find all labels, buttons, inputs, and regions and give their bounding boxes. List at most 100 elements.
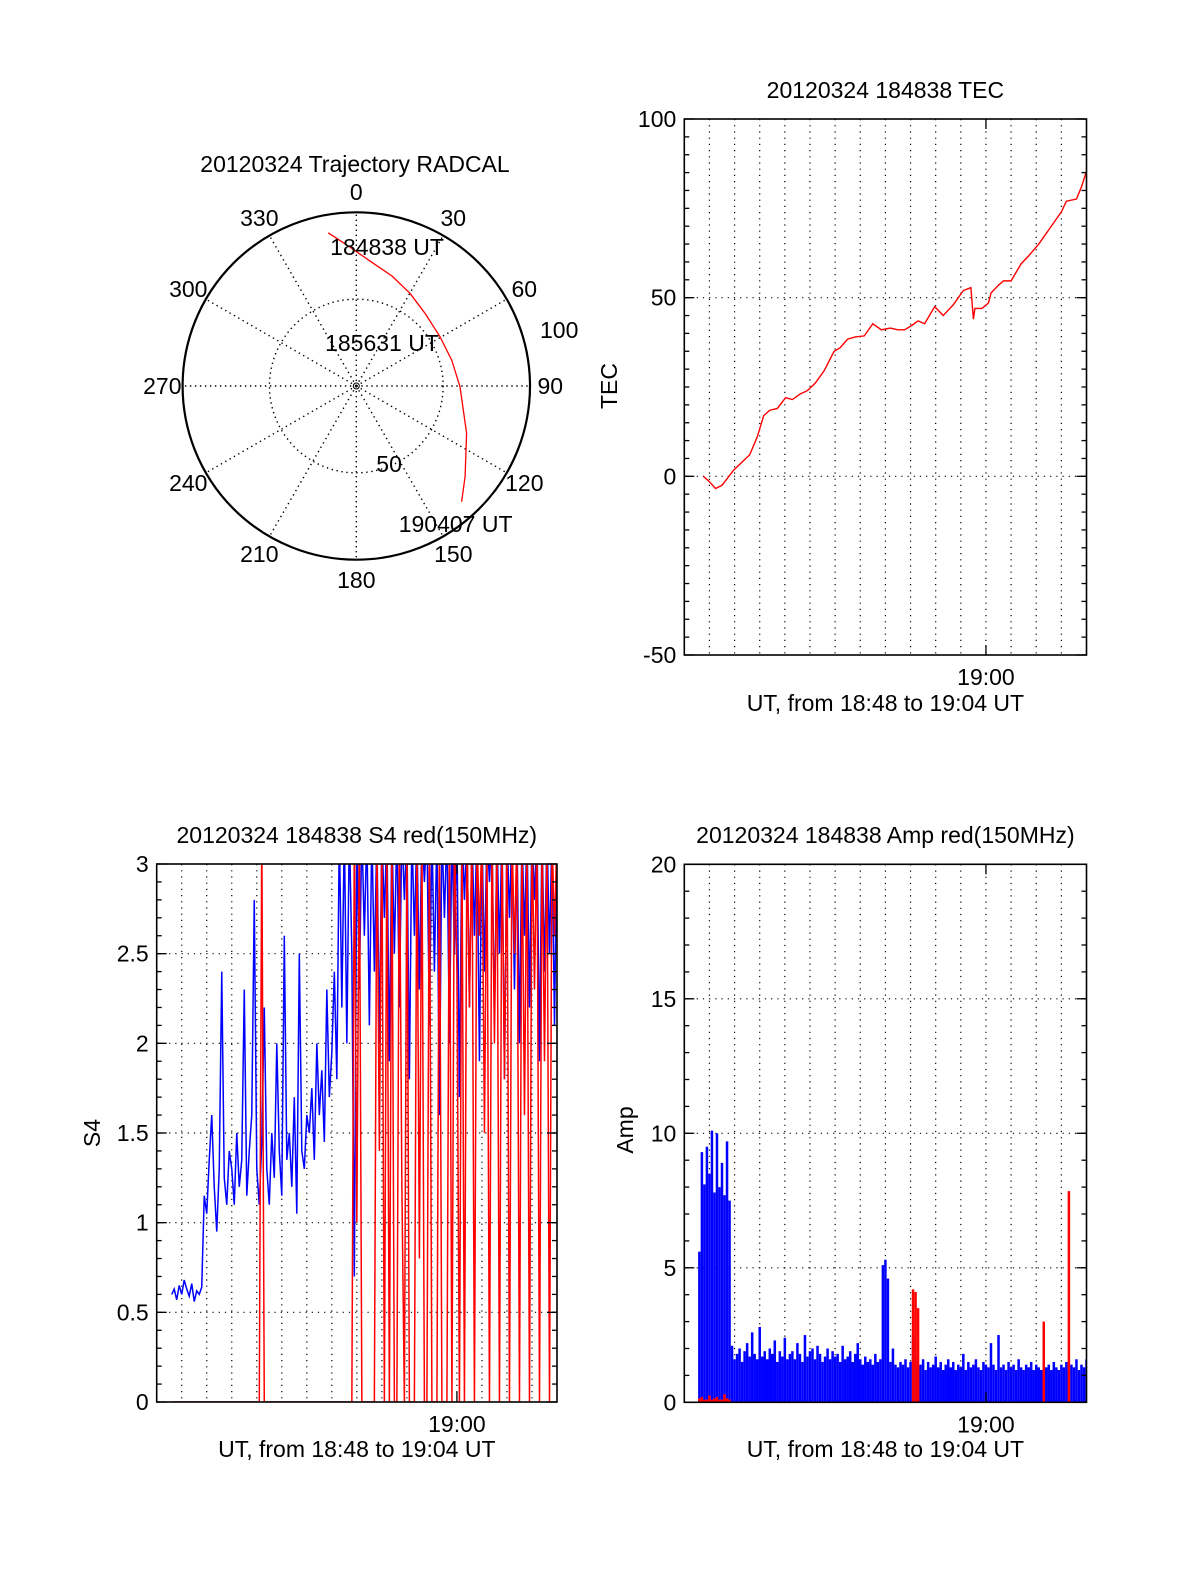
amp-amp-blue-bar: [989, 1343, 993, 1403]
amp-amp-blue-bar: [783, 1337, 787, 1403]
amp-amp-blue-bar: [758, 1326, 761, 1403]
tec-tec-line: [702, 170, 1087, 490]
amp-amp-blue-bar: [826, 1348, 829, 1403]
amp-amp-blue-bar: [941, 1370, 945, 1403]
tec-y-tick-label: 50: [651, 285, 677, 311]
amp-amp-blue-bar: [703, 1184, 706, 1403]
amp-amp-blue-bar: [919, 1364, 922, 1403]
tec-y-tick-label: 0: [664, 463, 677, 489]
amp-amp-blue-bar: [1057, 1370, 1061, 1403]
amp-amp-red-bar: [720, 1399, 724, 1403]
s4-plot: 20120324 184838 S4 red(150MHz) UT, from …: [79, 822, 558, 1462]
amp-amp-blue-bar: [813, 1359, 817, 1403]
amp-amp-blue-bar: [992, 1364, 995, 1403]
amp-amp-blue-bar: [972, 1364, 975, 1403]
polar-angle-label: 150: [434, 541, 472, 567]
amp-amp-blue-bar: [896, 1367, 900, 1403]
polar-angle-label: 60: [512, 276, 538, 302]
amp-amp-blue-bar: [946, 1359, 950, 1403]
amp-amp-blue-bar: [899, 1361, 902, 1403]
tec-title: 20120324 184838 TEC: [767, 77, 1004, 103]
tec-y-tick-label: -50: [643, 642, 676, 668]
amp-amp-blue-bar: [974, 1359, 978, 1403]
amp-amp-blue-bar: [936, 1367, 940, 1403]
amp-amp-blue-bar: [733, 1359, 736, 1403]
trajectory-polar-plot: 20120324 Trajectory RADCAL 0 30 60 90 120 150…: [143, 151, 578, 593]
s4-y-tick-label: 2: [136, 1030, 149, 1056]
amp-amp-blue-bar: [1060, 1364, 1063, 1403]
amp-amp-blue-bar: [871, 1364, 875, 1403]
amp-amp-blue-bar: [838, 1361, 842, 1403]
amp-amp-blue-bar: [743, 1351, 746, 1403]
amp-amp-blue-bar: [1077, 1370, 1081, 1403]
amp-amp-red-bar: [1042, 1321, 1046, 1403]
amp-amp-blue-bar: [763, 1351, 766, 1403]
amp-amp-red-bar: [1067, 1191, 1071, 1403]
amp-amp-blue-bar: [828, 1359, 832, 1403]
amp-amp-blue-bar: [788, 1353, 792, 1403]
amp-amp-blue-bar: [984, 1364, 988, 1403]
amp-amp-blue-bar: [1012, 1364, 1015, 1403]
amp-amp-blue-bar: [843, 1359, 847, 1403]
amp-amp-blue-bar: [997, 1335, 1000, 1403]
amp-amp-blue-bar: [833, 1356, 837, 1403]
amp-amp-blue-bar: [1047, 1364, 1051, 1403]
amp-amp-blue-bar: [901, 1364, 905, 1403]
trajectory-line: [327, 232, 468, 502]
s4-x-tick-label: 19:00: [428, 1411, 486, 1437]
amp-amp-blue-bar: [1062, 1367, 1066, 1403]
amp-y-axis-label: Amp: [612, 1106, 638, 1153]
amp-amp-red-bar: [725, 1398, 729, 1403]
amp-amp-blue-bar: [967, 1361, 970, 1403]
amp-amp-blue-bar: [786, 1359, 789, 1403]
amp-amp-blue-bar: [853, 1353, 857, 1403]
polar-ring-gridline: [268, 298, 444, 474]
tec-x-axis-label: UT, from 18:48 to 19:04 UT: [747, 690, 1024, 716]
amp-amp-blue-bar: [760, 1356, 764, 1403]
amp-amp-blue-bar: [934, 1356, 937, 1403]
amp-y-tick-label: 20: [651, 851, 677, 877]
amp-amp-blue-bar: [708, 1173, 711, 1403]
amp-amp-blue-bar: [720, 1162, 724, 1403]
amp-amp-blue-bar: [1037, 1367, 1040, 1403]
amp-amp-blue-bar: [748, 1356, 751, 1403]
tec-y-axis-label: TEC: [596, 363, 622, 409]
amp-amp-blue-bar: [881, 1265, 885, 1403]
amp-amp-blue-bar: [926, 1361, 930, 1403]
amp-amp-blue-bar: [1075, 1359, 1078, 1403]
amp-amp-blue-bar: [1014, 1370, 1018, 1403]
amp-amp-blue-bar: [969, 1367, 973, 1403]
amp-amp-blue-bar: [866, 1361, 870, 1403]
amp-amp-blue-bar: [982, 1361, 985, 1403]
amp-amp-blue-bar: [1002, 1364, 1005, 1403]
amp-amp-red-bar: [718, 1399, 721, 1403]
amp-amp-blue-bar: [773, 1340, 777, 1403]
amp-amp-blue-bar: [959, 1367, 963, 1403]
amp-amp-blue-bar: [952, 1361, 955, 1403]
polar-angle-label: 30: [441, 205, 467, 231]
amp-amp-blue-bar: [944, 1364, 947, 1403]
amp-amp-blue-bar: [700, 1152, 704, 1403]
tec-plot: 20120324 184838 TEC UT, from 18:48 to 19…: [596, 77, 1088, 716]
s4-series-group: [171, 864, 557, 1402]
amp-amp-blue-bar: [768, 1348, 772, 1403]
amp-amp-blue-bar: [1019, 1367, 1023, 1403]
amp-amp-blue-bar: [718, 1187, 721, 1403]
amp-amp-blue-bar: [798, 1353, 802, 1403]
amp-amp-red-bar: [698, 1398, 701, 1403]
amp-amp-blue-bar: [753, 1353, 756, 1403]
polar-angle-label: 180: [337, 567, 375, 593]
amp-amp-blue-bar: [876, 1361, 880, 1403]
amp-amp-blue-bar: [831, 1351, 834, 1403]
amp-amp-blue-bar: [889, 1361, 892, 1403]
amp-amp-red-bar: [916, 1308, 920, 1403]
amp-amp-blue-bar: [1080, 1364, 1083, 1403]
amp-amp-red-bar: [705, 1399, 709, 1403]
amp-amp-blue-bar: [841, 1345, 844, 1403]
amp-amp-blue-bar: [1029, 1361, 1033, 1403]
amp-amp-blue-bar: [781, 1356, 784, 1403]
amp-amp-blue-bar: [735, 1353, 739, 1403]
polar-angle-label: 240: [169, 470, 207, 496]
s4-x-axis-label: UT, from 18:48 to 19:04 UT: [218, 1436, 495, 1462]
